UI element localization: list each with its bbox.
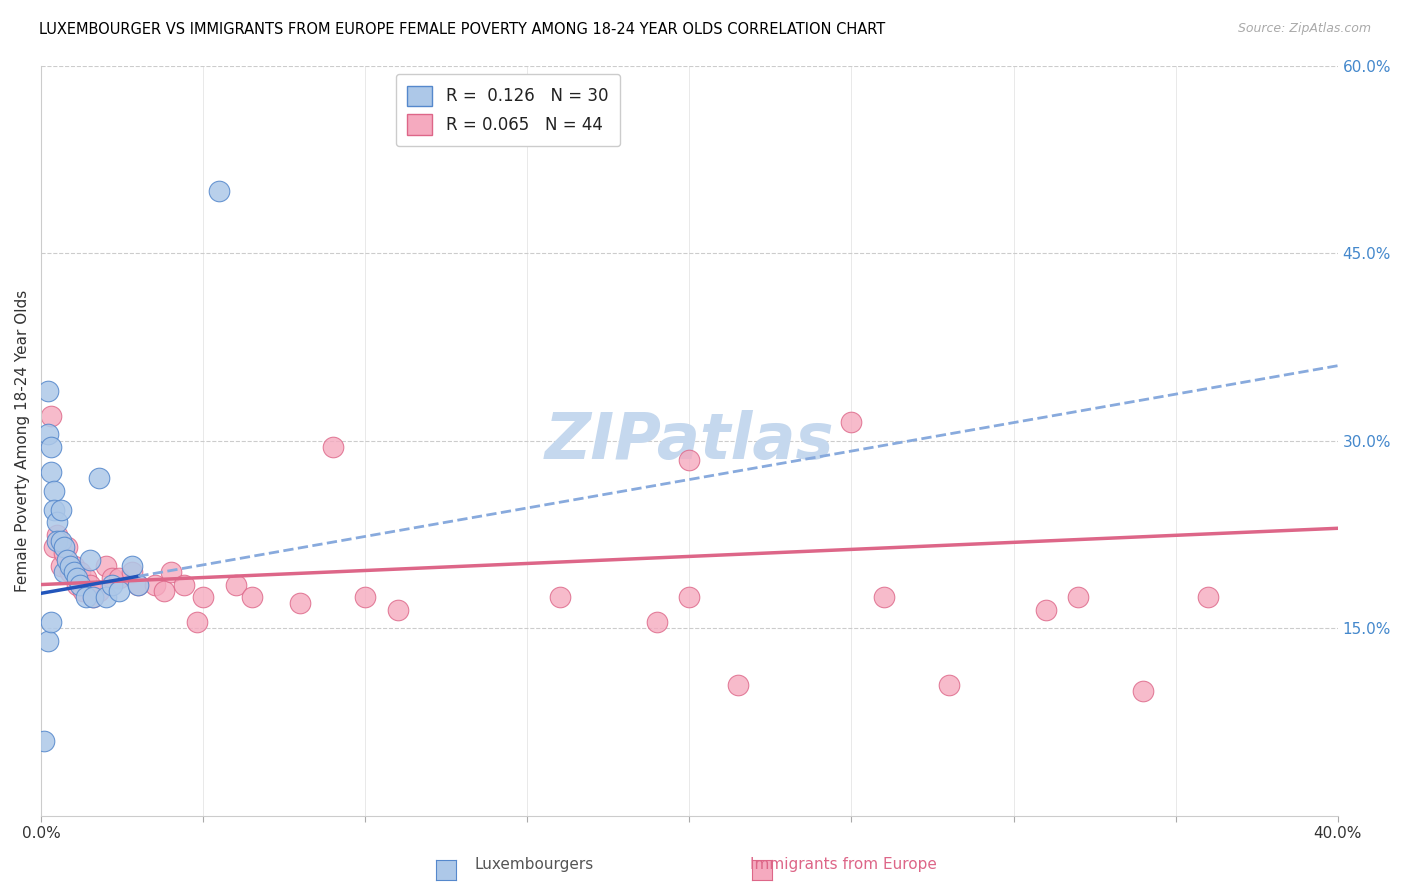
Point [49, 502, 72, 516]
Point [39, 615, 62, 629]
Point [59, 558, 82, 573]
Point [72, 583, 94, 598]
Point [66, 577, 89, 591]
Point [59, 565, 82, 579]
Point [37, 633, 59, 648]
Point [89, 471, 111, 485]
Point [727, 677, 749, 691]
Point [225, 577, 247, 591]
Point [49, 558, 72, 573]
Point [159, 565, 181, 579]
Text: Luxembourgers: Luxembourgers [475, 857, 593, 872]
Point [39, 440, 62, 454]
Point [42, 502, 65, 516]
Point [69, 565, 91, 579]
Point [101, 577, 124, 591]
Point [186, 615, 208, 629]
Point [34, 734, 56, 748]
Point [37, 427, 59, 442]
Point [121, 565, 143, 579]
Point [1132, 683, 1154, 698]
Text: LUXEMBOURGER VS IMMIGRANTS FROM EUROPE FEMALE POVERTY AMONG 18-24 YEAR OLDS CORR: LUXEMBOURGER VS IMMIGRANTS FROM EUROPE F… [39, 22, 886, 37]
Point [46, 515, 69, 529]
Point [82, 590, 104, 604]
Point [208, 184, 231, 198]
Point [387, 602, 409, 616]
Point [62, 565, 84, 579]
Point [354, 590, 377, 604]
Y-axis label: Female Poverty Among 18-24 Year Olds: Female Poverty Among 18-24 Year Olds [15, 290, 30, 592]
Point [193, 590, 215, 604]
Point [143, 577, 166, 591]
Point [290, 596, 312, 610]
Legend: R =  0.126   N = 30, R = 0.065   N = 44: R = 0.126 N = 30, R = 0.065 N = 44 [395, 74, 620, 146]
Point [108, 571, 131, 585]
Text: ZIPatlas: ZIPatlas [544, 409, 834, 472]
Point [56, 552, 79, 566]
Point [79, 552, 101, 566]
Point [121, 558, 143, 573]
Point [62, 558, 84, 573]
Point [153, 583, 176, 598]
Point [82, 590, 104, 604]
Text: Source: ZipAtlas.com: Source: ZipAtlas.com [1237, 22, 1371, 36]
Point [76, 590, 98, 604]
Point [39, 465, 62, 479]
Point [46, 533, 69, 548]
Point [678, 590, 700, 604]
Point [548, 590, 571, 604]
Point [42, 540, 65, 554]
Point [240, 590, 263, 604]
Point [49, 533, 72, 548]
Point [1035, 602, 1057, 616]
Point [37, 384, 59, 398]
Point [52, 565, 75, 579]
Point [841, 415, 863, 429]
Point [69, 577, 91, 591]
Point [66, 571, 89, 585]
Point [94, 590, 117, 604]
Point [645, 615, 668, 629]
Point [76, 571, 98, 585]
Point [52, 540, 75, 554]
Text: Immigrants from Europe: Immigrants from Europe [751, 857, 936, 872]
Point [89, 583, 111, 598]
Point [39, 409, 62, 423]
Point [1197, 590, 1219, 604]
Point [52, 546, 75, 560]
Point [101, 571, 124, 585]
Point [56, 540, 79, 554]
Point [1067, 590, 1090, 604]
Point [127, 577, 149, 591]
Point [46, 527, 69, 541]
Point [873, 590, 896, 604]
Point [173, 577, 195, 591]
Point [127, 577, 149, 591]
Point [322, 440, 344, 454]
Point [678, 452, 700, 467]
Point [42, 483, 65, 498]
Point [94, 558, 117, 573]
Point [938, 677, 960, 691]
Point [108, 583, 131, 598]
Point [79, 577, 101, 591]
